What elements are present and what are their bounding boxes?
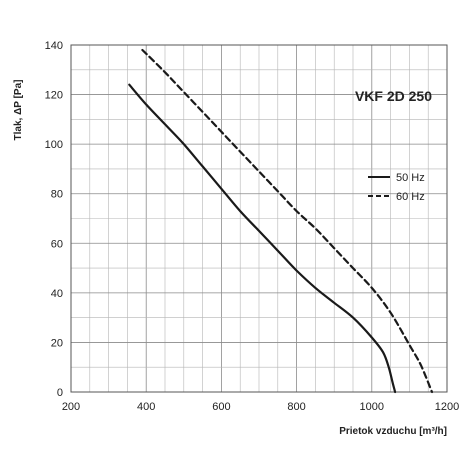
series-line-60hz — [141, 48, 434, 394]
grid — [71, 45, 447, 392]
y-tick-label: 120 — [45, 90, 63, 102]
series — [128, 48, 434, 394]
y-tick-label: 100 — [45, 139, 63, 151]
x-tick-label: 1000 — [360, 401, 384, 413]
y-tick-label: 20 — [51, 337, 63, 349]
x-tick-label: 1200 — [435, 401, 459, 413]
plot-frame — [70, 44, 448, 393]
x-tick-label: 600 — [212, 401, 230, 413]
axes — [70, 44, 448, 393]
tick-labels: 200 400 600 800 1000 1200 0 20 40 60 80 100 120 140 — [45, 40, 460, 413]
chart-title: VKF 2D 250 — [355, 88, 432, 104]
y-tick-label: 60 — [51, 238, 63, 250]
x-tick-label: 800 — [287, 401, 305, 413]
y-tick-label: 80 — [51, 189, 63, 201]
y-tick-label: 140 — [45, 40, 63, 52]
x-tick-label: 200 — [62, 401, 80, 413]
series-line-50hz — [128, 83, 397, 394]
legend-label-60hz: 60 Hz — [396, 191, 425, 203]
x-axis-label: Prietok vzduchu [m³/h] — [339, 426, 447, 437]
x-tick-label: 400 — [137, 401, 155, 413]
y-axis-label: Tlak, ΔP [Pa] — [13, 80, 24, 141]
y-tick-label: 40 — [51, 288, 63, 300]
legend-label-50hz: 50 Hz — [396, 172, 425, 184]
legend: 50 Hz 60 Hz — [368, 172, 425, 203]
y-tick-label: 0 — [57, 387, 63, 399]
